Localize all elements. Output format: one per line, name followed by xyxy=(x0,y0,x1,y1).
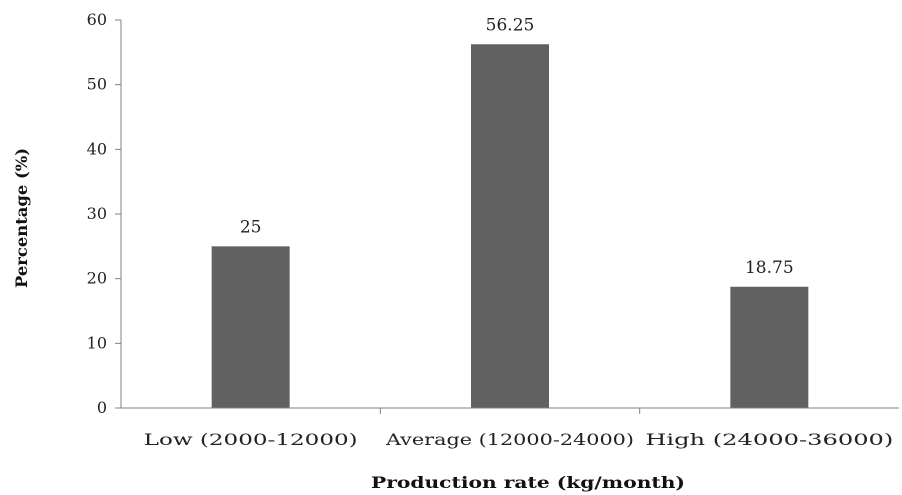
y-tick-label: 40 xyxy=(87,139,107,158)
y-tick-label: 0 xyxy=(97,398,107,417)
y-tick-label: 20 xyxy=(87,269,107,288)
x-tick-label: High (24000-36000) xyxy=(645,430,893,449)
bar xyxy=(471,44,549,408)
y-tick-label: 30 xyxy=(87,204,107,223)
y-axis-title: Percentage (%) xyxy=(12,148,31,288)
y-tick-label: 10 xyxy=(87,333,107,352)
x-axis-title: Production rate (kg/month) xyxy=(371,473,685,492)
y-ticks: 0 10 20 30 40 50 60 xyxy=(87,10,121,417)
x-tick-label: Low (2000-12000) xyxy=(144,430,358,449)
data-labels: 25 56.25 18.75 xyxy=(240,15,794,278)
y-tick-label: 60 xyxy=(87,10,107,29)
y-tick-label: 50 xyxy=(87,75,107,94)
data-label: 56.25 xyxy=(486,15,535,35)
x-tick-label: Average (12000-24000) xyxy=(385,430,634,449)
bars-layer xyxy=(211,44,809,408)
bar xyxy=(211,246,290,408)
x-ticks: Low (2000-12000) Average (12000-24000) Hig… xyxy=(144,408,893,449)
data-label: 18.75 xyxy=(745,258,794,278)
bar xyxy=(730,286,809,408)
data-label: 25 xyxy=(240,217,262,237)
